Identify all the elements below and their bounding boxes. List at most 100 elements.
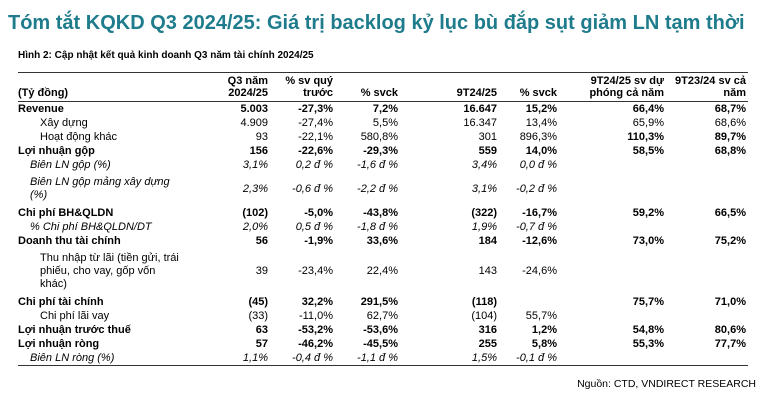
table-cell: [559, 158, 666, 172]
column-header: % sv quý trước: [270, 72, 335, 102]
table-cell: 33,6%: [366, 235, 398, 247]
table-cell: 5,8%: [531, 338, 557, 350]
table-cell: 58,5%: [632, 145, 664, 157]
table-cell: [666, 158, 748, 172]
table-cell: 66,4%: [632, 103, 664, 115]
table-cell: 5.003: [240, 103, 268, 115]
table-row: Biên LN gộp (%) 3,1% 0,2 đ % -1,6 đ % 3,4% 0,…: [18, 158, 748, 172]
table-cell: -53,6%: [363, 324, 398, 336]
table-cell: Chi phí tài chính: [18, 296, 104, 308]
table-row: % Chi phí BH&QLDN/DT 2,0% 0,5 đ % -1,8 đ % 1…: [18, 220, 748, 234]
table-cell: [666, 220, 748, 234]
table-row: Lợi nhuận trước thuế 63 -53,2% -53,6% 316 1,2…: [18, 323, 748, 337]
table-cell: [499, 295, 559, 309]
header-row: (Tỷ đồng) Q3 năm 2024/25% sv quý trước% s…: [18, 72, 748, 102]
table-cell: 55,7%: [525, 310, 557, 322]
table-cell: 0,5 đ %: [295, 221, 333, 233]
table-cell: 1,1%: [210, 351, 270, 366]
table-cell: 301: [478, 131, 497, 143]
table-cell: 57: [255, 338, 268, 350]
table-cell: 291,5%: [360, 296, 398, 308]
table-cell: 255: [478, 338, 497, 350]
table-cell: [559, 220, 666, 234]
table-cell: 80,6%: [714, 324, 746, 336]
column-header: 9T24/25 sv dự phóng cả năm: [559, 72, 666, 102]
table-cell: 15,2%: [525, 103, 557, 115]
table-cell: 73,0%: [632, 235, 664, 247]
table-cell: 55,3%: [632, 338, 664, 350]
table-cell: [559, 351, 666, 366]
table-cell: -0,7 đ %: [516, 221, 557, 233]
table-cell: (45): [248, 296, 268, 308]
table-cell: (322): [471, 207, 497, 219]
table-cell: Revenue: [18, 103, 64, 115]
table-row: Chi phí BH&QLDN (102) -5,0% -43,8% (322) -16,…: [18, 206, 748, 220]
table-cell: [666, 309, 748, 323]
table-body: Revenue 5.003 -27,3% 7,2% 16.647 15,2% 66,4% 68…: [18, 102, 748, 366]
column-header: 9T23/24 sv cả năm: [666, 72, 748, 102]
table-cell: [559, 172, 666, 206]
table-row: Xây dựng 4.909 -27,4% 5,5% 16.347 13,4% 65,9% 6…: [18, 116, 748, 130]
table-cell: Lợi nhuận trước thuế: [18, 324, 131, 336]
table-cell: 75,2%: [714, 235, 746, 247]
table-cell: 110,3%: [627, 131, 664, 143]
table-cell: Xây dựng: [40, 117, 88, 129]
table-cell: 68,7%: [714, 103, 746, 115]
table-cell: 0,0 đ %: [519, 159, 557, 171]
table-cell: 316: [478, 324, 497, 336]
table-cell: (102): [242, 207, 268, 219]
table-cell: -29,3%: [363, 145, 398, 157]
table-cell: (118): [471, 296, 497, 308]
table-cell: Chi phí lãi vay: [40, 310, 110, 322]
table-cell: -27,4%: [298, 117, 333, 129]
table-cell: -12,6%: [522, 235, 557, 247]
table-cell: 143: [478, 265, 497, 277]
table-cell: -53,2%: [298, 324, 333, 336]
table-cell: 184: [478, 235, 497, 247]
table-cell: 3,1%: [471, 182, 497, 195]
table-cell: -2,2 đ %: [357, 182, 398, 195]
table-cell: -0,4 đ %: [270, 351, 335, 366]
table-cell: 1,9%: [471, 221, 497, 233]
table-cell: 896,3%: [519, 131, 557, 143]
table-cell: 68,6%: [714, 117, 746, 129]
table-cell: [666, 172, 748, 206]
table-cell: [666, 351, 748, 366]
table-cell: % Chi phí BH&QLDN/DT: [30, 221, 152, 233]
table-cell: -0,1 đ %: [499, 351, 559, 366]
table-cell: 4.909: [240, 117, 268, 129]
table-cell: Lợi nhuận ròng: [18, 338, 100, 350]
table-cell: (104): [471, 310, 497, 322]
table-cell: 77,7%: [714, 338, 746, 350]
table-cell: 580,8%: [360, 131, 398, 143]
title: Tóm tắt KQKD Q3 2024/25: Giá trị backlog…: [8, 12, 745, 34]
table-cell: -1,9%: [304, 235, 333, 247]
table-cell: -27,3%: [298, 103, 333, 115]
table-cell: 2,0%: [242, 221, 268, 233]
table-cell: -43,8%: [363, 207, 398, 219]
table-cell: Chi phí BH&QLDN: [18, 207, 114, 219]
table-cell: -24,6%: [522, 265, 557, 277]
table-row: Thu nhập từ lãi (tiền gửi, trái phiếu, c…: [18, 248, 748, 295]
table-cell: 65,9%: [632, 117, 664, 129]
table-cell: Biên LN gộp (%): [30, 159, 111, 171]
column-header: (Tỷ đồng): [18, 72, 210, 102]
table-cell: 14,0%: [525, 145, 557, 157]
table-cell: 1,5%: [400, 351, 499, 366]
source: Nguồn: CTD, VNDIRECT RESEARCH: [577, 378, 756, 390]
table-cell: 16.347: [463, 117, 497, 129]
table-cell: Biên LN gộp mảng xây dựng (%): [30, 176, 170, 201]
table-cell: 62,7%: [366, 310, 398, 322]
table-cell: 1,2%: [531, 324, 557, 336]
table-row: Lợi nhuận ròng 57 -46,2% -45,5% 255 5,8% 55,3%…: [18, 337, 748, 351]
table-cell: 68,8%: [714, 145, 746, 157]
table-cell: 5,5%: [372, 117, 398, 129]
table-cell: 2,3%: [242, 182, 268, 195]
table-cell: 56: [255, 235, 268, 247]
table-cell: [559, 248, 666, 295]
table-cell: Hoạt động khác: [40, 131, 118, 143]
table-cell: [559, 309, 666, 323]
table-cell: 66,5%: [714, 207, 746, 219]
table-row: Chi phí tài chính (45) 32,2% 291,5% (118) 75,…: [18, 295, 748, 309]
